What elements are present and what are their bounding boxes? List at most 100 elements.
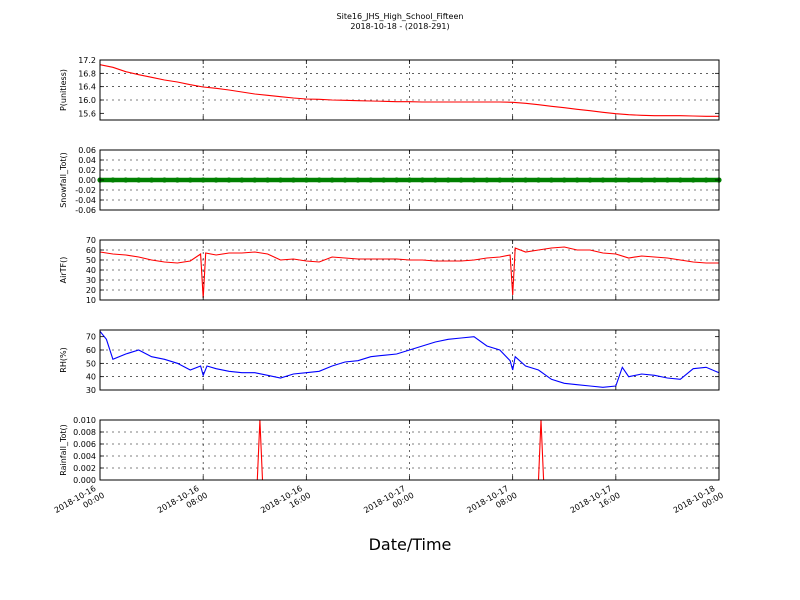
y-tick-label: 50 [86, 359, 96, 368]
y-tick-label: 70 [86, 333, 96, 342]
y-tick-label: 40 [86, 266, 96, 275]
x-tick-label: 2018-10-1700:00 [362, 482, 415, 524]
y-tick-label: 15.6 [78, 109, 96, 118]
y-tick-label: 0.002 [73, 464, 96, 473]
data-point [265, 177, 271, 183]
data-point [651, 177, 658, 183]
x-tick-label: 2018-10-1708:00 [465, 482, 518, 524]
data-point [535, 177, 542, 183]
data-point [394, 177, 400, 183]
data-point [148, 177, 155, 183]
panels: 15.616.016.416.817.2P(unitless)-0.06-0.0… [59, 56, 722, 485]
data-point [574, 177, 580, 183]
y-axis-label: Snowfall_Tot() [59, 152, 68, 208]
y-tick-label: 0.00 [78, 176, 96, 185]
y-tick-label: -0.02 [75, 186, 96, 195]
data-point [161, 177, 168, 183]
y-tick-label: 0.004 [73, 452, 96, 461]
y-tick-label: 0.04 [78, 156, 96, 165]
series-line-0 [99, 64, 719, 117]
y-tick-label: 17.2 [78, 56, 96, 65]
data-point [381, 177, 387, 183]
y-tick-label: 70 [86, 236, 96, 245]
y-axis-label: AirTF() [59, 257, 68, 284]
y-tick-label: 50 [86, 256, 96, 265]
y-tick-label: 0.06 [78, 146, 96, 155]
y-tick-label: 0.010 [73, 416, 96, 425]
y-tick-label: 0.008 [73, 428, 96, 437]
panel-0: 15.6 16.0 16.4 16.8 17.2 P(unitless) [59, 56, 720, 121]
data-point [445, 177, 451, 183]
data-point [690, 177, 696, 183]
y-tick-label: 10 [86, 296, 96, 305]
data-point [290, 177, 297, 183]
y-tick-label: 30 [86, 276, 96, 285]
data-point [639, 177, 645, 183]
y-axis-label: Rainfall_Tot() [59, 424, 68, 476]
data-point [587, 177, 593, 183]
data-point [213, 177, 219, 183]
figure-title: Site16_JHS_High_School_Fifteen [337, 12, 464, 21]
data-point [174, 177, 180, 183]
y-tick-label: 20 [86, 286, 96, 295]
data-point [613, 177, 619, 183]
y-tick-label: 30 [86, 386, 96, 395]
y-tick-label: 0.006 [73, 440, 96, 449]
data-point [123, 177, 129, 183]
data-point [187, 177, 193, 183]
y-tick-label: 16.8 [78, 69, 96, 78]
x-tick-label: 2018-10-1800:00 [672, 482, 725, 524]
y-axis-label: RH(%) [59, 347, 68, 372]
data-point [226, 177, 232, 183]
series-line-2 [99, 246, 719, 299]
y-tick-label: -0.04 [75, 196, 96, 205]
data-point [329, 177, 335, 183]
data-point [484, 177, 490, 183]
data-point [406, 177, 413, 183]
y-tick-label: 60 [86, 346, 96, 355]
data-point [600, 177, 606, 183]
y-tick-label: -0.06 [75, 206, 96, 215]
panel-3: 30 40 50 60 70 RH(%) [59, 329, 720, 395]
y-tick-label: 16.0 [78, 96, 96, 105]
y-tick-label: 0.000 [73, 476, 96, 485]
panel-1: -0.06-0.04-0.020.000.020.040.06 Snowfall_… [59, 146, 722, 215]
data-point [432, 177, 438, 183]
data-point [355, 177, 361, 183]
y-axis-label: P(unitless) [59, 69, 68, 111]
data-point [303, 177, 309, 183]
data-point [703, 177, 709, 183]
x-tick-label: 2018-10-1608:00 [156, 482, 209, 524]
panel-4: 0.000 0.002 0.004 0.006 0.008 0.010 Rainfall_T… [59, 416, 720, 485]
data-point [200, 177, 206, 183]
x-axis-tick-labels: 2018-10-1600:00 2018-10-1608:00 2018-10-16… [53, 482, 725, 524]
data-point [548, 177, 554, 183]
data-point [510, 177, 516, 183]
data-point [471, 177, 477, 183]
x-axis-label: Date/Time [369, 535, 452, 554]
data-point [368, 177, 374, 183]
x-tick-label: 2018-10-1616:00 [259, 482, 312, 524]
data-point [136, 177, 142, 183]
data-point [239, 177, 245, 183]
figure-subtitle: 2018-10-18 - (2018-291) [350, 22, 449, 31]
y-tick-label: 40 [86, 373, 96, 382]
x-tick-label: 2018-10-1600:00 [53, 482, 106, 524]
data-point [316, 177, 322, 183]
data-point [677, 177, 683, 183]
x-tick-label: 2018-10-1716:00 [569, 482, 622, 524]
y-tick-label: 60 [86, 246, 96, 255]
data-point [419, 177, 425, 183]
data-point [626, 177, 632, 183]
data-point [664, 177, 671, 183]
data-point [342, 177, 348, 183]
data-point [110, 177, 116, 183]
y-tick-label: 0.02 [78, 166, 96, 175]
y-tick-label: 16.4 [78, 83, 96, 92]
data-point [522, 177, 529, 183]
data-point [277, 177, 284, 183]
data-point [458, 177, 464, 183]
data-point [497, 177, 503, 183]
